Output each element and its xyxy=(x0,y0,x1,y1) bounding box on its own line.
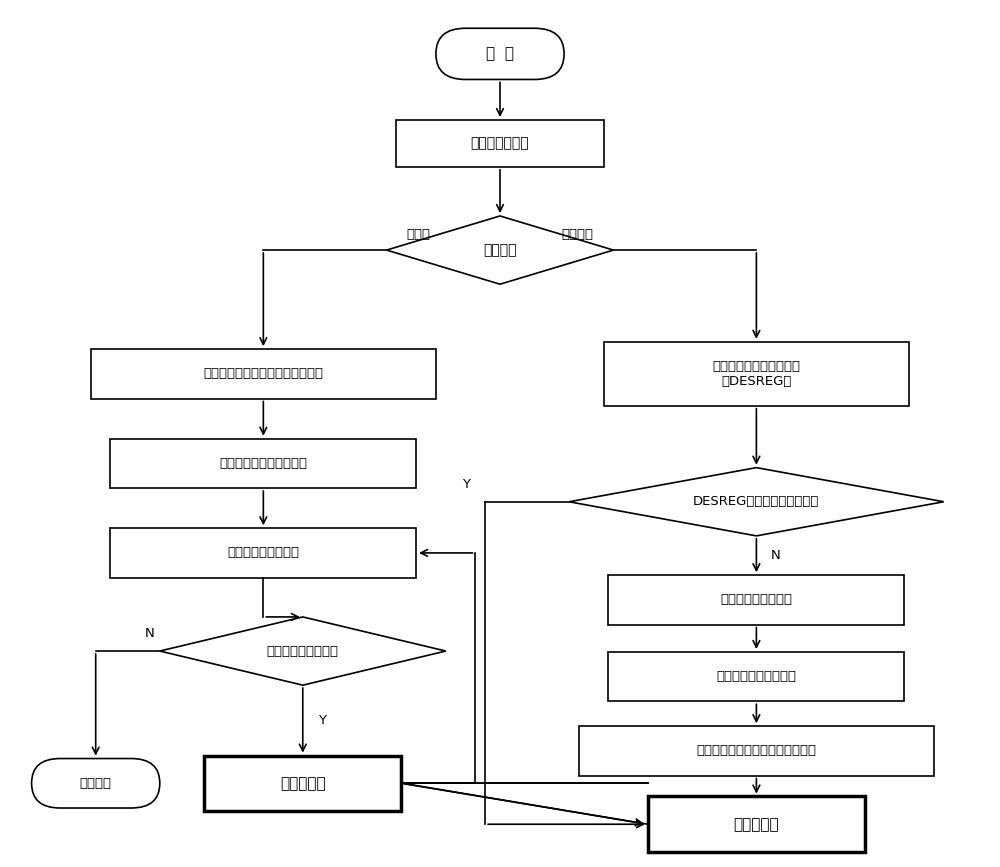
FancyBboxPatch shape xyxy=(204,755,401,811)
Text: 分配结束: 分配结束 xyxy=(80,777,112,790)
Text: 计算控制组最大可分配量
（DESREG）: 计算控制组最大可分配量 （DESREG） xyxy=(712,360,800,388)
Text: 根据控制组分担因子排序: 根据控制组分担因子排序 xyxy=(219,457,307,470)
FancyBboxPatch shape xyxy=(436,29,564,80)
FancyBboxPatch shape xyxy=(110,528,416,577)
Text: Y: Y xyxy=(462,479,470,492)
FancyBboxPatch shape xyxy=(91,349,436,399)
Text: N: N xyxy=(771,549,781,562)
FancyBboxPatch shape xyxy=(608,575,904,624)
Text: 剩余调节量＞门槛？: 剩余调节量＞门槛？ xyxy=(267,644,339,657)
Text: 根据组间优先级重新计算分担因子: 根据组间优先级重新计算分担因子 xyxy=(203,368,323,381)
Text: N: N xyxy=(145,628,155,641)
Text: 开  始: 开 始 xyxy=(486,46,514,62)
FancyBboxPatch shape xyxy=(608,652,904,701)
FancyBboxPatch shape xyxy=(604,342,909,406)
Text: 裁剪控制组预期调节量: 裁剪控制组预期调节量 xyxy=(716,670,796,683)
Text: 比例分担: 比例分担 xyxy=(562,228,594,241)
Text: 机组调节量清零: 机组调节量清零 xyxy=(471,136,529,151)
FancyBboxPatch shape xyxy=(648,797,865,852)
Text: 分配到机组: 分配到机组 xyxy=(734,817,779,831)
FancyBboxPatch shape xyxy=(579,727,934,776)
Polygon shape xyxy=(160,617,446,685)
FancyBboxPatch shape xyxy=(396,120,604,167)
FancyBboxPatch shape xyxy=(32,759,160,808)
Text: 分配到机组: 分配到机组 xyxy=(280,776,326,791)
Text: 根据控制组类型排序: 根据控制组类型排序 xyxy=(227,546,299,559)
Text: 计算控制组总调节量: 计算控制组总调节量 xyxy=(720,593,792,606)
Text: 组间策略: 组间策略 xyxy=(483,243,517,257)
Text: 优先级: 优先级 xyxy=(406,228,430,241)
Polygon shape xyxy=(569,467,944,536)
Text: Y: Y xyxy=(318,714,326,727)
Polygon shape xyxy=(387,216,613,284)
Text: DESREG＞区域最大可分配量: DESREG＞区域最大可分配量 xyxy=(693,495,820,508)
Text: 高充裕度控制组分担剩余调节需求: 高充裕度控制组分担剩余调节需求 xyxy=(696,745,816,758)
FancyBboxPatch shape xyxy=(110,439,416,488)
